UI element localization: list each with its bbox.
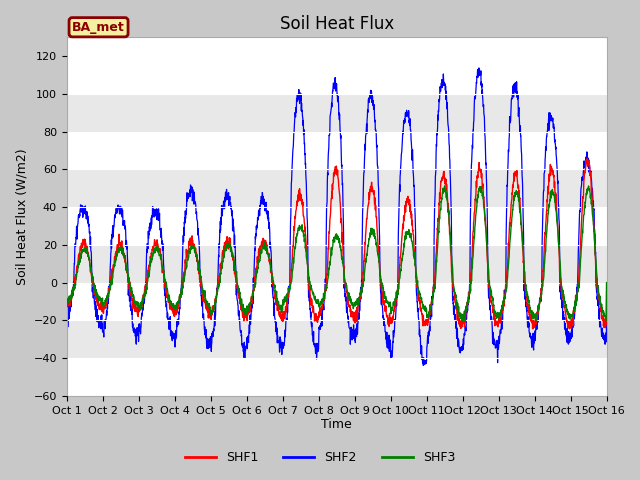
Text: BA_met: BA_met bbox=[72, 21, 125, 34]
Line: SHF1: SHF1 bbox=[67, 159, 607, 329]
Title: Soil Heat Flux: Soil Heat Flux bbox=[280, 15, 394, 33]
SHF2 bbox=[352, 326, 360, 332]
SHF3 bbox=[364, 242, 372, 248]
Bar bbox=[67, 245, 607, 283]
SHF2 bbox=[364, 109, 372, 115]
SHF1 bbox=[556, 248, 563, 254]
SHF3 bbox=[441, 183, 449, 189]
Y-axis label: Soil Heat Flux (W/m2): Soil Heat Flux (W/m2) bbox=[15, 148, 28, 285]
Bar bbox=[67, 94, 607, 132]
SHF1 bbox=[493, 319, 501, 325]
SHF2 bbox=[214, 288, 221, 294]
SHF3 bbox=[603, 280, 611, 286]
SHF2 bbox=[570, 315, 578, 321]
SHF1 bbox=[529, 326, 537, 332]
SHF1 bbox=[214, 285, 221, 291]
SHF1 bbox=[352, 308, 360, 313]
Legend: SHF1, SHF2, SHF3: SHF1, SHF2, SHF3 bbox=[180, 446, 460, 469]
SHF3 bbox=[494, 310, 502, 315]
SHF3 bbox=[352, 298, 360, 304]
SHF3 bbox=[459, 318, 467, 324]
SHF1 bbox=[583, 156, 591, 162]
SHF2 bbox=[63, 323, 70, 328]
SHF3 bbox=[570, 308, 578, 313]
X-axis label: Time: Time bbox=[321, 419, 352, 432]
SHF1 bbox=[63, 302, 70, 308]
Line: SHF3: SHF3 bbox=[67, 186, 607, 321]
Bar bbox=[67, 321, 607, 358]
SHF1 bbox=[603, 280, 611, 286]
SHF2 bbox=[475, 65, 483, 71]
SHF1 bbox=[570, 310, 578, 316]
Line: SHF2: SHF2 bbox=[67, 68, 607, 365]
SHF3 bbox=[556, 247, 563, 253]
SHF3 bbox=[63, 299, 70, 304]
SHF2 bbox=[419, 362, 427, 368]
SHF2 bbox=[603, 280, 611, 286]
SHF3 bbox=[214, 288, 221, 293]
Bar bbox=[67, 169, 607, 207]
SHF1 bbox=[364, 205, 372, 211]
SHF2 bbox=[494, 340, 502, 346]
SHF2 bbox=[556, 224, 563, 229]
